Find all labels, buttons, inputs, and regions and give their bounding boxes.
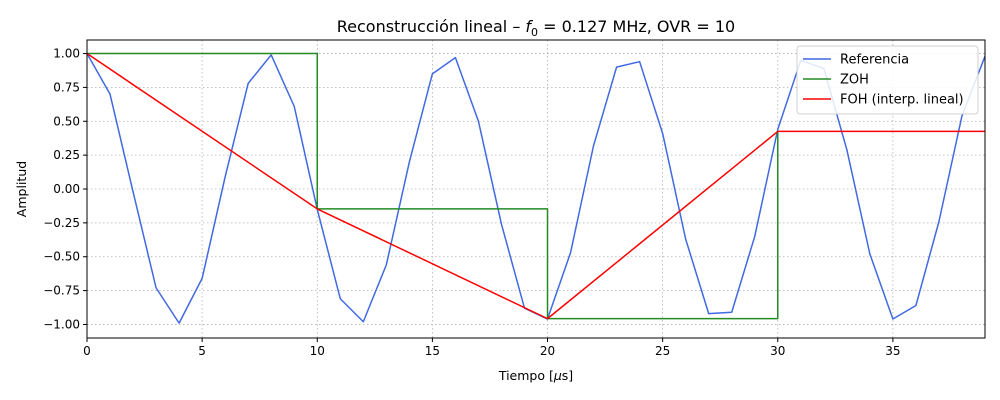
x-tick-label: 15 <box>425 344 440 358</box>
y-tick-label: −0.75 <box>43 284 80 298</box>
y-tick-label: 0.00 <box>53 182 80 196</box>
chart-title: Reconstrucción lineal – f0 = 0.127 MHz, … <box>337 17 735 39</box>
y-tick-label: −1.00 <box>43 317 80 331</box>
y-tick-label: −0.25 <box>43 216 80 230</box>
x-tick-label: 30 <box>770 344 785 358</box>
series-line-1 <box>87 52 779 320</box>
legend-box <box>796 45 979 115</box>
y-tick-label: −0.50 <box>43 250 80 264</box>
y-tick-label: 0.25 <box>53 148 80 162</box>
x-tick-label: 10 <box>310 344 325 358</box>
y-tick-label: 0.50 <box>53 114 80 128</box>
x-tick-label: 20 <box>540 344 555 358</box>
legend: Referencia ZOH FOH (interp. lineal) <box>796 45 979 115</box>
y-tick-label: 1.00 <box>53 47 80 61</box>
series-line-2 <box>86 52 985 320</box>
x-tick-label: 25 <box>655 344 670 358</box>
ticks: 0 5 10 15 20 25 30 35 −1.00 −0.75 −0.50 −0.25 0.00 0.… <box>43 47 900 358</box>
x-axis-label: Tiempo [μs] <box>498 368 573 383</box>
y-axis-label: Amplitud <box>14 161 29 217</box>
legend-label: FOH (interp. lineal) <box>840 93 964 108</box>
x-tick-label: 5 <box>198 344 206 358</box>
x-tick-label: 35 <box>885 344 900 358</box>
x-tick-label: 0 <box>83 344 91 358</box>
legend-label: Referencia <box>840 53 909 68</box>
legend-label: ZOH <box>840 73 869 88</box>
y-tick-label: 0.75 <box>53 80 80 94</box>
